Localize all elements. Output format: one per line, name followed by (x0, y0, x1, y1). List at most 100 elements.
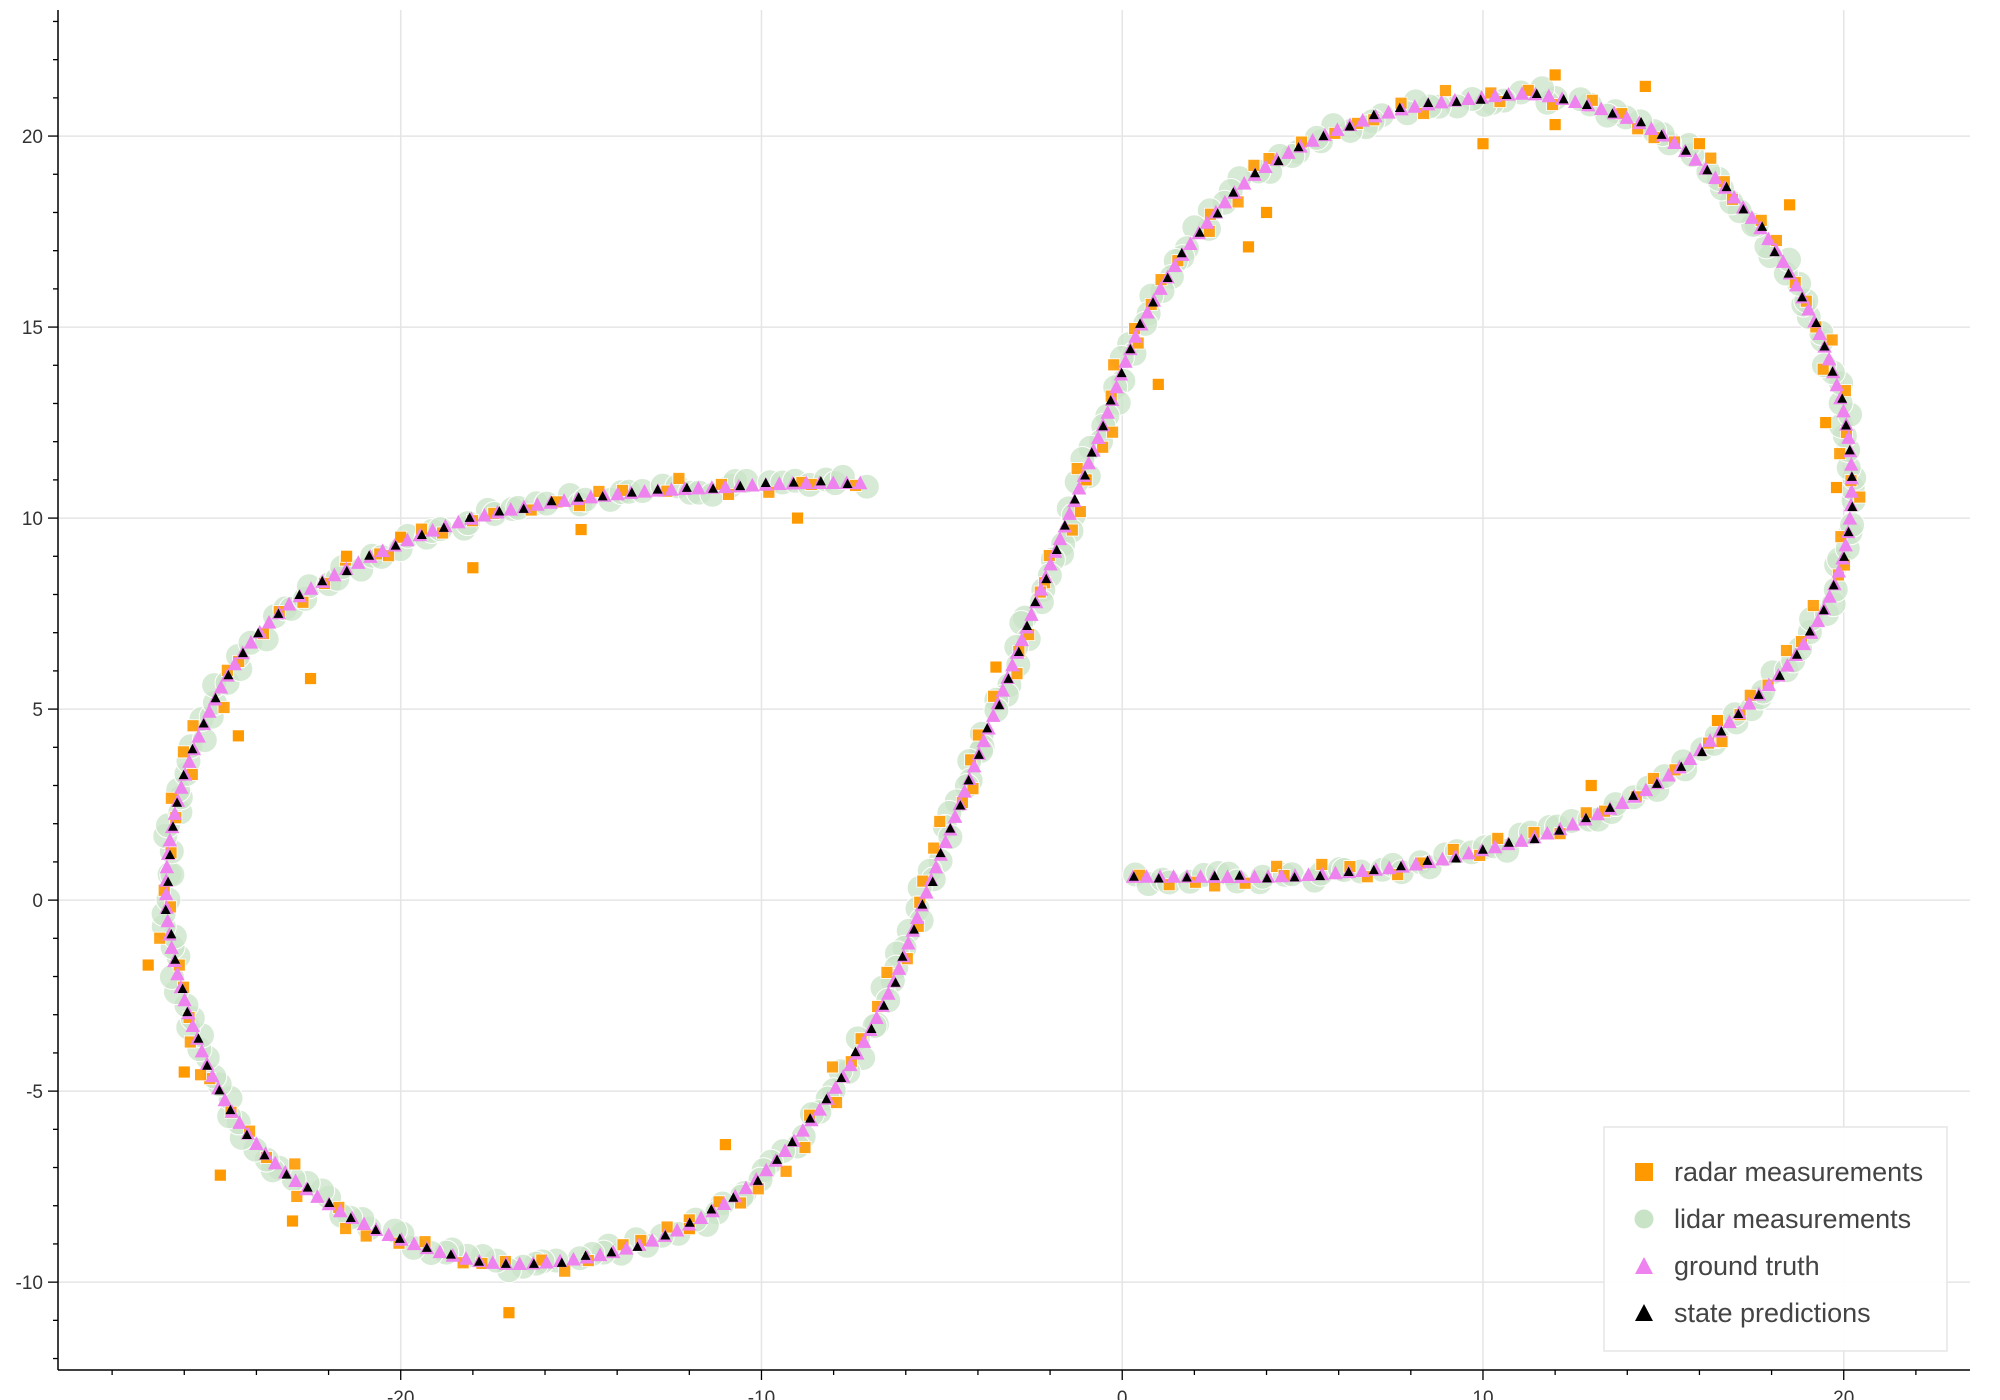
state-prediction-point (198, 718, 209, 728)
radar-point (880, 966, 894, 979)
ground-truth-point (1200, 215, 1215, 229)
ground-truth-point (333, 1203, 348, 1218)
radar-point (1260, 206, 1273, 219)
ground-truth-point (485, 1255, 500, 1269)
radar-point (1638, 80, 1652, 93)
ground-truth-point (1274, 868, 1289, 883)
x-tick-label: -10 (748, 1388, 775, 1400)
state-prediction-point (1135, 318, 1146, 328)
state-prediction-point (1194, 227, 1205, 237)
ground-truth-point (664, 482, 679, 496)
state-prediction-point (1636, 116, 1647, 127)
ground-truth-point (227, 656, 242, 671)
state-prediction-point (1847, 501, 1858, 511)
state-prediction-point (728, 1192, 739, 1202)
radar-point (826, 1060, 839, 1074)
ground-truth-point (164, 940, 179, 954)
radar-point (1711, 714, 1724, 727)
radar-point (798, 1141, 812, 1154)
ground-truth-point (1682, 751, 1698, 765)
radar-point (1783, 198, 1797, 212)
ground-truth-point (458, 1251, 474, 1265)
radar-point (1693, 137, 1706, 151)
ground-truth-point (1836, 403, 1851, 418)
ground-truth-point (303, 581, 319, 595)
state-prediction-point (1125, 343, 1136, 354)
state-prediction-point (214, 1085, 225, 1095)
state-prediction-point (1318, 130, 1329, 141)
radar-point (1780, 644, 1793, 657)
state-prediction-point (1651, 778, 1662, 788)
radar-point (1825, 333, 1839, 347)
radar-point (1073, 505, 1087, 519)
state-prediction-point (842, 478, 853, 489)
ground-truth-point (1844, 457, 1859, 471)
state-prediction-point (1343, 866, 1354, 876)
state-prediction-point (772, 1154, 783, 1164)
y-tick-label: -10 (16, 1273, 43, 1294)
ground-truth-point (1540, 825, 1555, 840)
state-prediction-point (178, 769, 189, 780)
axes: -20 -10 0 10 20 -10 -5 0 5 10 15 20 (16, 10, 1970, 1400)
ground-truth-point (1565, 816, 1580, 831)
state-prediction-point (917, 899, 928, 909)
ground-truth-point (1166, 869, 1181, 883)
ground-truth-point (976, 733, 991, 748)
ground-truth-point (1812, 326, 1827, 341)
ground-truth-point (1014, 632, 1030, 647)
ground-truth-point (745, 477, 760, 492)
state-prediction-point (253, 627, 264, 638)
ground-truth-point (1139, 869, 1154, 883)
state-prediction-point (1581, 812, 1591, 823)
state-prediction-point (681, 482, 692, 492)
state-prediction-point (1475, 94, 1486, 104)
ground-truth-point (772, 476, 787, 491)
state-prediction-point (1841, 420, 1851, 430)
ground-truth-point (425, 523, 440, 537)
radar-point (933, 815, 947, 828)
state-prediction-point (684, 1217, 695, 1227)
ground-truth-point (159, 859, 175, 874)
state-prediction-point (1581, 99, 1592, 109)
state-prediction-point (1607, 108, 1618, 118)
state-prediction-point (982, 723, 993, 733)
state-prediction-point (836, 1072, 847, 1082)
radar-point (231, 729, 245, 743)
state-prediction-point (1128, 871, 1139, 881)
ground-truth-point (856, 1034, 872, 1048)
radar-point (574, 523, 588, 536)
ground-truth-point (592, 1247, 608, 1262)
ground-truth-point (451, 514, 466, 529)
ground-truth-point (351, 555, 366, 569)
state-prediction-point (1051, 544, 1062, 554)
state-prediction-point (597, 491, 608, 501)
state-prediction-point (1503, 837, 1514, 847)
radar-point (1107, 358, 1121, 372)
ground-truth-point (288, 1173, 303, 1188)
state-prediction-point (1234, 870, 1245, 880)
state-prediction-point (1098, 420, 1109, 431)
ground-truth-point (881, 986, 896, 1000)
ground-truth-point (243, 635, 259, 649)
state-prediction-point (1628, 790, 1639, 800)
radar-point (304, 672, 317, 685)
state-prediction-point (1818, 604, 1829, 615)
state-prediction-point (1209, 870, 1220, 881)
ground-truth-point (512, 1256, 527, 1271)
state-prediction-point (1477, 844, 1488, 854)
state-prediction-point (787, 1136, 798, 1147)
state-prediction-point (708, 483, 719, 493)
ground-truth-point (938, 834, 953, 849)
ground-truth-point (966, 758, 982, 773)
state-prediction-point (706, 1204, 717, 1214)
ground-truth-point (619, 1241, 634, 1255)
ground-truth-point (381, 1227, 396, 1242)
ground-truth-point (1708, 170, 1723, 185)
ground-truth-point (1844, 484, 1859, 498)
state-prediction-point (438, 522, 449, 532)
ground-truth-point (691, 480, 706, 495)
ground-truth-point (1796, 636, 1811, 651)
radar-point (1830, 481, 1843, 494)
state-prediction-point (1604, 802, 1615, 812)
ground-truth-point (1841, 430, 1856, 444)
